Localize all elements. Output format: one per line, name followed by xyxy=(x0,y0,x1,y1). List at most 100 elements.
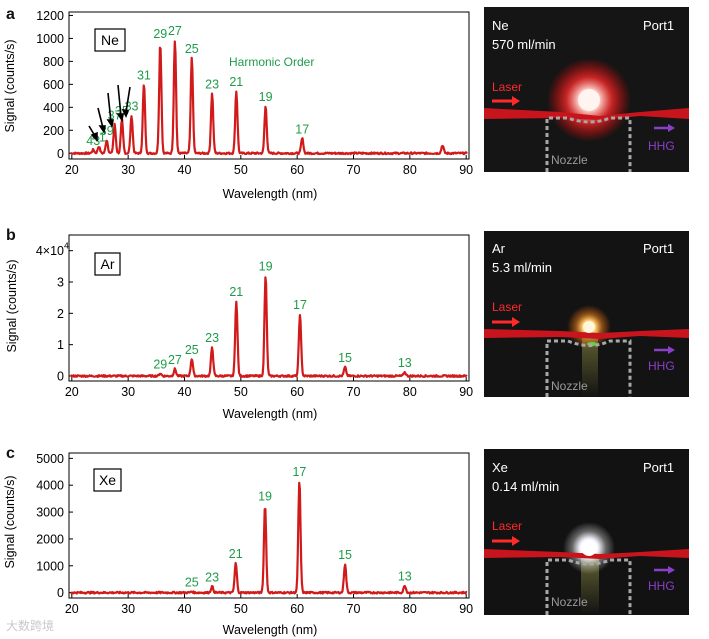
nozzle-label: Nozzle xyxy=(551,379,588,393)
flow-rate: 570 ml/min xyxy=(492,37,556,52)
y-tick-label: 5000 xyxy=(36,452,64,466)
harmonic-order-label: 29 xyxy=(153,27,167,41)
y-tick-label: 0 xyxy=(57,586,64,600)
laser-label: Laser xyxy=(492,519,522,533)
laser-arrow-icon xyxy=(492,536,520,546)
y-tick-label: 1000 xyxy=(36,32,64,46)
panel-letter: c xyxy=(6,445,15,462)
x-tick-label: 50 xyxy=(234,602,248,616)
spectrum-line xyxy=(70,40,468,156)
x-tick-label: 90 xyxy=(459,163,473,177)
x-tick-label: 50 xyxy=(234,385,248,399)
hhg-label: HHG xyxy=(648,579,675,593)
gas-label-box xyxy=(94,252,121,276)
x-tick-label: 40 xyxy=(178,385,192,399)
x-tick-label: 30 xyxy=(121,602,135,616)
harmonic-order-label: 21 xyxy=(229,547,243,561)
x-tick-label: 70 xyxy=(347,385,361,399)
y-tick-label: 200 xyxy=(43,124,64,138)
x-tick-label: 20 xyxy=(65,163,79,177)
harmonic-order-label: 19 xyxy=(259,90,273,104)
x-tick-label: 80 xyxy=(403,163,417,177)
spectrum-line xyxy=(69,276,468,378)
harmonic-order-label: 19 xyxy=(259,260,273,274)
x-tick-label: 60 xyxy=(290,602,304,616)
harmonic-order-label: 23 xyxy=(205,78,219,92)
gas-name: Xe xyxy=(492,460,508,475)
x-tick-label: 60 xyxy=(290,385,304,399)
x-axis-label: Wavelength (nm) xyxy=(223,187,318,201)
harmonic-order-label: 19 xyxy=(258,489,272,503)
harmonic-order-label: 25 xyxy=(185,343,199,357)
flow-rate: 0.14 ml/min xyxy=(492,479,559,494)
harmonic-order-label: 13 xyxy=(398,569,412,583)
gas-label: Ne xyxy=(101,32,119,48)
harmonic-order-label: 31 xyxy=(137,68,151,82)
laser-beam xyxy=(484,329,689,339)
y-tick-label: 600 xyxy=(43,78,64,92)
hhg-label: HHG xyxy=(648,359,675,373)
hhg-label: HHG xyxy=(648,139,675,153)
x-tick-label: 50 xyxy=(234,163,248,177)
harmonic-order-label: 23 xyxy=(205,331,219,345)
x-tick-label: 40 xyxy=(178,163,192,177)
y-tick-label: 4×10 xyxy=(36,244,64,258)
laser-label: Laser xyxy=(492,80,522,94)
gas-label: Ar xyxy=(101,256,115,272)
y-axis-label: Signal (counts/s) xyxy=(3,475,17,568)
x-tick-label: 30 xyxy=(121,385,135,399)
panel-letter: b xyxy=(6,227,16,244)
flow-rate: 5.3 ml/min xyxy=(492,260,552,275)
plasma-core xyxy=(578,89,600,111)
x-tick-label: 40 xyxy=(178,602,192,616)
panel-c: c 20 30 40 50 60 70 80 900100020003000400050002… xyxy=(3,445,473,637)
port-label: Port1 xyxy=(643,18,674,33)
photo-ne: Ne 570 ml/min Port1 Laser HHG Nozzle xyxy=(484,7,689,172)
y-tick-label: 400 xyxy=(43,101,64,115)
harmonic-order-label: 15 xyxy=(338,548,352,562)
plot-frame xyxy=(68,234,470,382)
y-tick-label: 1200 xyxy=(36,9,64,23)
annotation-harmonic-order: Harmonic Order xyxy=(229,55,314,69)
x-axis-label: Wavelength (nm) xyxy=(223,407,318,421)
harmonic-order-label: 25 xyxy=(185,42,199,56)
gas-label-box xyxy=(93,468,122,492)
y-tick-label: 0 xyxy=(57,147,64,161)
y-tick-label: 3 xyxy=(57,275,64,289)
y-axis-label: Signal (counts/s) xyxy=(3,39,17,132)
x-tick-label: 80 xyxy=(403,602,417,616)
gas-label-box xyxy=(94,28,126,52)
y-tick-label: 4000 xyxy=(36,479,64,493)
laser-beam xyxy=(484,108,689,120)
photo-xe: Xe 0.14 ml/min Port1 Laser HHG Nozzle xyxy=(484,449,689,615)
x-tick-label: 80 xyxy=(403,385,417,399)
harmonic-order-label: 27 xyxy=(168,24,182,38)
harmonic-order-label: 15 xyxy=(338,351,352,365)
nozzle-label: Nozzle xyxy=(551,153,588,167)
harmonic-order-label: 21 xyxy=(229,75,243,89)
y-multiplier-exponent: 4 xyxy=(64,241,69,251)
x-tick-label: 70 xyxy=(347,602,361,616)
plot-frame xyxy=(68,452,470,599)
y-tick-label: 1000 xyxy=(36,559,64,573)
harmonic-order-label: 13 xyxy=(398,356,412,370)
hhg-arrow-icon xyxy=(654,124,675,132)
y-tick-label: 1 xyxy=(57,338,64,352)
y-axis-label: Signal (counts/s) xyxy=(5,259,19,352)
harmonic-order-label: 25 xyxy=(185,576,199,590)
y-tick-label: 2000 xyxy=(36,532,64,546)
nozzle-outline xyxy=(545,339,632,397)
plot-frame xyxy=(68,11,470,160)
x-tick-label: 60 xyxy=(290,163,304,177)
x-tick-label: 70 xyxy=(347,163,361,177)
harmonic-order-label: 29 xyxy=(153,357,167,371)
x-axis-label: Wavelength (nm) xyxy=(223,623,318,637)
watermark: 大数跨境 xyxy=(6,619,55,633)
y-tick-label: 0 xyxy=(57,369,64,383)
hhg-arrow-icon xyxy=(654,566,675,574)
harmonic-order-label: 23 xyxy=(205,570,219,584)
panel-a: a 20 30 40 50 60 70 80 900200400600800100012004… xyxy=(3,6,473,201)
harmonic-order-label: 17 xyxy=(292,465,306,479)
x-tick-label: 20 xyxy=(65,385,79,399)
